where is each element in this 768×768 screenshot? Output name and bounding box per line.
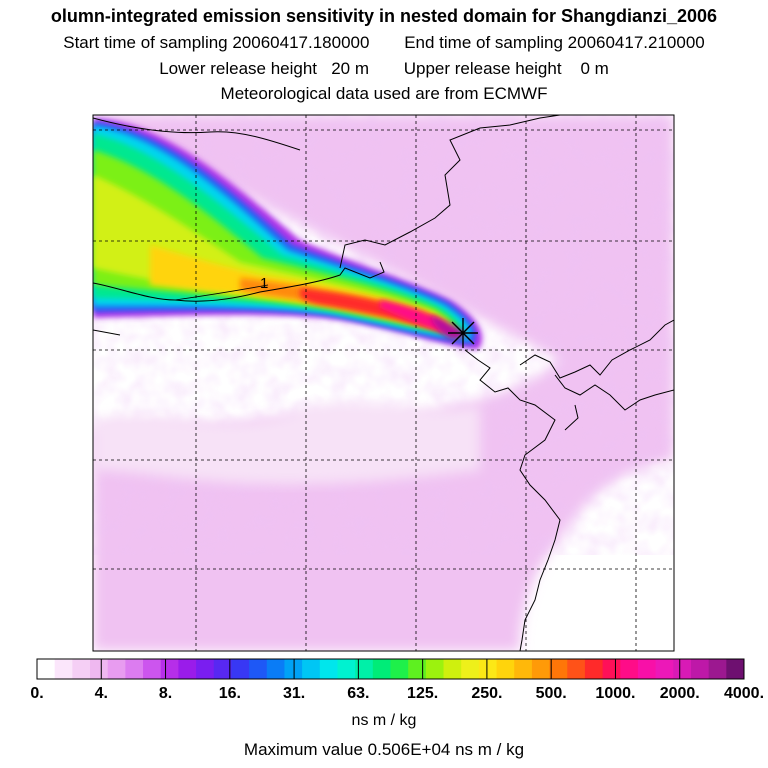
colorbar-tick-label: 125. bbox=[407, 685, 439, 702]
colorbar-cell bbox=[602, 659, 621, 679]
colorbar-tick-label: 63. bbox=[347, 685, 370, 702]
coastline-east bbox=[464, 349, 561, 651]
grid-lines bbox=[93, 115, 674, 651]
border-line bbox=[93, 117, 301, 151]
colorbar-cell bbox=[673, 659, 692, 679]
coastline-peninsula bbox=[554, 374, 674, 411]
colorbar-cell bbox=[284, 659, 303, 679]
map-field: 1 bbox=[93, 115, 674, 651]
colorbar-cell bbox=[125, 659, 144, 679]
colorbar-cell bbox=[249, 659, 268, 679]
colorbar-cell bbox=[461, 659, 480, 679]
colorbar-cell bbox=[319, 659, 338, 679]
colorbar-tick-label: 16. bbox=[218, 685, 241, 702]
light-band bbox=[93, 402, 480, 485]
colorbar-tick-label: 4. bbox=[94, 685, 108, 702]
coastline-detail bbox=[564, 404, 579, 431]
upper-release-height: Upper release height 0 m bbox=[403, 59, 609, 78]
colorbar-cell bbox=[655, 659, 674, 679]
colorbar-cell bbox=[496, 659, 515, 679]
colorbar-cell bbox=[425, 659, 445, 679]
colorbar-cell bbox=[178, 659, 197, 679]
release-heights: Lower release height 20 m Upper release … bbox=[0, 59, 768, 79]
release-point-marker bbox=[448, 318, 478, 348]
colorbar-cell bbox=[443, 659, 462, 679]
end-time: End time of sampling 20060417.210000 bbox=[404, 33, 705, 52]
colorbar-cell bbox=[196, 659, 215, 679]
colorbar-tick-label: 250. bbox=[471, 685, 503, 702]
coastline-bay bbox=[519, 319, 674, 379]
colorbar-cell bbox=[90, 659, 109, 679]
colorbar-cell bbox=[266, 659, 285, 679]
plume-magenta bbox=[380, 300, 447, 333]
colorbar-tick-label: 0. bbox=[30, 685, 44, 702]
lower-release-height: Lower release height 20 m bbox=[159, 59, 369, 78]
colorbar-tick-label: 500. bbox=[535, 685, 567, 702]
colorbar-cell bbox=[302, 659, 321, 679]
colorbar-cell bbox=[213, 659, 232, 679]
colorbar-tick-label: 31. bbox=[282, 685, 306, 702]
colorbar-cell bbox=[637, 659, 657, 679]
colorbar-cell bbox=[37, 659, 56, 679]
colorbar-cell bbox=[514, 659, 533, 679]
colorbar-cell bbox=[584, 659, 604, 679]
contour-label: 1 bbox=[260, 275, 268, 292]
colorbar-cell bbox=[160, 659, 179, 679]
colorbar-unit: ns m / kg bbox=[351, 712, 417, 729]
colorbar-cells bbox=[37, 659, 745, 679]
colorbar-cell bbox=[549, 659, 568, 679]
plume-red bbox=[300, 288, 445, 331]
colorbar-cell bbox=[478, 659, 498, 679]
border-line bbox=[93, 329, 121, 336]
colorbar-cell bbox=[143, 659, 162, 679]
contour-line bbox=[174, 284, 269, 301]
colorbar-cell bbox=[372, 659, 391, 679]
colorbar-cell bbox=[337, 659, 356, 679]
colorbar-cell bbox=[72, 659, 91, 679]
maximum-value: Maximum value 0.506E+04 ns m / kg bbox=[243, 740, 525, 759]
colorbar-tick-label: 8. bbox=[158, 685, 173, 702]
border-line bbox=[93, 261, 385, 302]
colorbar-cell bbox=[390, 659, 409, 679]
chart-title: olumn-integrated emission sensitivity in… bbox=[50, 6, 718, 26]
colorbar-cell bbox=[726, 659, 745, 679]
colorbar-frame bbox=[36, 658, 745, 680]
plume-yellowgreen bbox=[93, 175, 452, 330]
colorbar-cell bbox=[620, 659, 639, 679]
map-frame bbox=[92, 114, 675, 652]
colorbar-tick-label: 1000. bbox=[595, 685, 636, 702]
start-time: Start time of sampling 20060417.180000 bbox=[63, 33, 370, 52]
colorbar-cell bbox=[231, 659, 250, 679]
colorbar-cell bbox=[690, 659, 710, 679]
colorbar-tick-label: 4000. bbox=[723, 685, 765, 702]
colorbar-cell bbox=[355, 659, 374, 679]
colorbar-dividers bbox=[100, 659, 681, 679]
met-data-note: Meteorological data used are from ECMWF bbox=[220, 84, 548, 103]
border-line bbox=[339, 115, 561, 269]
sampling-times: Start time of sampling 20060417.180000 E… bbox=[0, 33, 768, 53]
colorbar-cell bbox=[408, 659, 427, 679]
colorbar-cell bbox=[107, 659, 126, 679]
colorbar-tick-label: 2000. bbox=[659, 685, 700, 702]
colorbar-cell bbox=[54, 659, 73, 679]
colorbar-cell bbox=[531, 659, 551, 679]
colorbar-cell bbox=[708, 659, 727, 679]
coastlines bbox=[93, 115, 674, 651]
colorbar-cell bbox=[567, 659, 586, 679]
